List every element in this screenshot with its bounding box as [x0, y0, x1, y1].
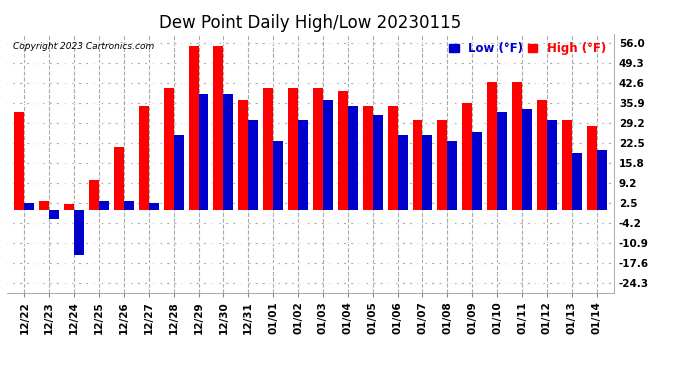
- Bar: [397, 135, 408, 210]
- Bar: [512, 82, 522, 210]
- Bar: [537, 99, 547, 210]
- Bar: [89, 180, 99, 210]
- Bar: [248, 120, 258, 210]
- Bar: [149, 203, 159, 210]
- Bar: [224, 94, 233, 210]
- Bar: [114, 147, 124, 210]
- Bar: [174, 135, 184, 210]
- Bar: [288, 88, 298, 210]
- Bar: [263, 88, 273, 210]
- Bar: [139, 105, 149, 210]
- Bar: [586, 126, 597, 210]
- Bar: [199, 94, 208, 210]
- Bar: [373, 114, 383, 210]
- Bar: [313, 88, 323, 210]
- Bar: [472, 132, 482, 210]
- Bar: [74, 210, 84, 255]
- Bar: [497, 111, 507, 210]
- Bar: [413, 120, 422, 210]
- Bar: [572, 153, 582, 210]
- Bar: [437, 120, 447, 210]
- Bar: [24, 203, 34, 210]
- Bar: [188, 46, 199, 210]
- Bar: [298, 120, 308, 210]
- Bar: [447, 141, 457, 210]
- Text: Copyright 2023 Cartronics.com: Copyright 2023 Cartronics.com: [13, 42, 155, 51]
- Bar: [547, 120, 557, 210]
- Bar: [14, 111, 24, 210]
- Bar: [64, 204, 74, 210]
- Bar: [597, 150, 607, 210]
- Bar: [238, 99, 248, 210]
- Bar: [124, 201, 134, 210]
- Bar: [323, 99, 333, 210]
- Bar: [213, 46, 224, 210]
- Bar: [338, 91, 348, 210]
- Bar: [273, 141, 283, 210]
- Bar: [39, 201, 49, 210]
- Bar: [388, 105, 397, 210]
- Bar: [164, 88, 174, 210]
- Bar: [562, 120, 572, 210]
- Legend: Low (°F), High (°F): Low (°F), High (°F): [446, 40, 608, 57]
- Title: Dew Point Daily High/Low 20230115: Dew Point Daily High/Low 20230115: [159, 14, 462, 32]
- Bar: [363, 105, 373, 210]
- Bar: [99, 201, 109, 210]
- Bar: [522, 108, 532, 210]
- Bar: [462, 102, 472, 210]
- Bar: [49, 210, 59, 219]
- Bar: [422, 135, 433, 210]
- Bar: [348, 105, 358, 210]
- Bar: [487, 82, 497, 210]
